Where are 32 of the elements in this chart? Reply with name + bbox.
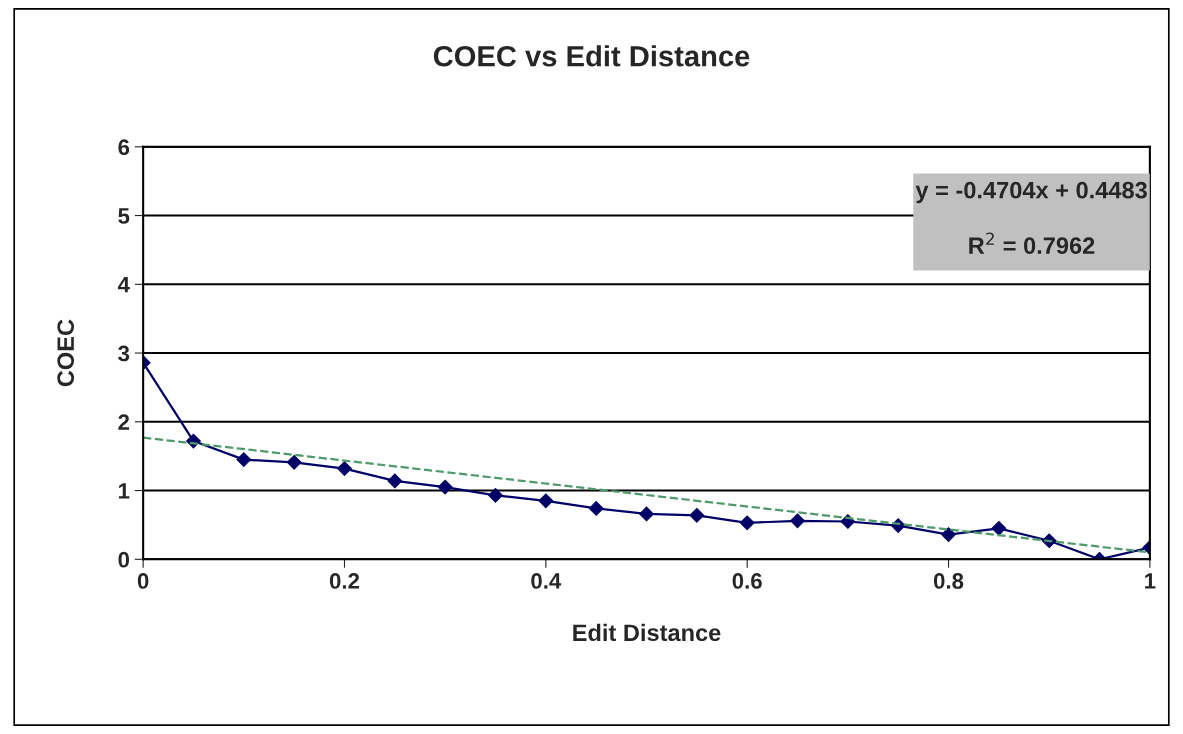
x-tick-label: 0 — [137, 573, 149, 589]
point — [236, 452, 252, 468]
point — [488, 487, 503, 503]
annotation: y = -0.4704x + 0.4483 — [915, 181, 1147, 204]
point — [538, 493, 554, 509]
point — [387, 473, 403, 489]
y-tick-label: 2 — [118, 414, 130, 430]
point — [689, 507, 705, 523]
point — [991, 520, 1007, 536]
point — [337, 461, 352, 476]
x-tick-label: 0.4 — [531, 573, 562, 589]
point — [639, 506, 654, 522]
annotation: R$^{2}$ = 0.7962 — [969, 232, 1095, 255]
x-tick-label: 0.2 — [329, 573, 360, 589]
point — [437, 479, 453, 495]
point — [790, 513, 805, 529]
point — [286, 454, 302, 470]
x-tick-label: 1 — [1145, 573, 1156, 589]
x-tick-label: 0.8 — [933, 573, 964, 589]
point — [588, 501, 604, 516]
x-axis-title: Edit Distance — [573, 623, 721, 642]
y-tick-label: 5 — [118, 208, 130, 224]
y-tick-label: 3 — [118, 345, 130, 362]
y-axis-title: COEC — [57, 319, 75, 387]
y-tick-label: 0 — [118, 551, 130, 568]
y-tick-label: 4 — [117, 277, 130, 293]
point — [941, 527, 956, 542]
chart-title: COEC vs Edit Distance — [433, 45, 750, 67]
point — [739, 515, 755, 531]
y-tick-label: 1 — [118, 483, 130, 499]
x-tick-label: 0.6 — [732, 573, 762, 589]
y-tick-label: 6 — [118, 139, 130, 156]
